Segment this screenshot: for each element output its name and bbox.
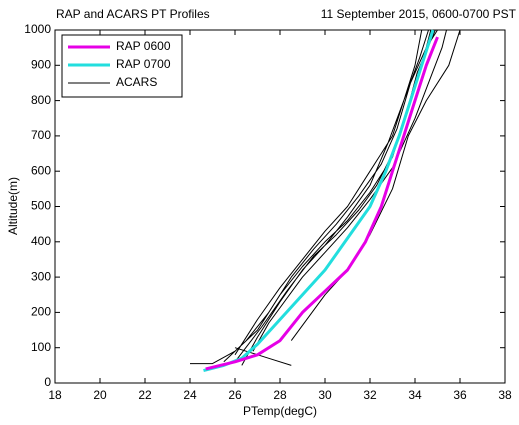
legend-label: ACARS: [116, 75, 157, 89]
legend-label: RAP 0700: [116, 57, 171, 71]
y-tick-label: 0: [44, 375, 51, 389]
x-tick-label: 20: [93, 388, 107, 402]
chart-subtitle: 11 September 2015, 0600-0700 PST: [321, 7, 517, 21]
y-tick-label: 300: [31, 269, 51, 283]
x-tick-label: 24: [183, 388, 197, 402]
y-tick-label: 700: [31, 128, 51, 142]
x-tick-label: 38: [498, 388, 512, 402]
x-tick-label: 26: [228, 388, 242, 402]
x-tick-label: 30: [318, 388, 332, 402]
y-tick-label: 1000: [24, 22, 51, 36]
x-tick-label: 36: [453, 388, 467, 402]
y-tick-label: 900: [31, 57, 51, 71]
y-tick-label: 400: [31, 234, 51, 248]
x-tick-label: 18: [48, 388, 62, 402]
legend-label: RAP 0600: [116, 39, 171, 53]
y-tick-label: 600: [31, 163, 51, 177]
x-tick-label: 34: [408, 388, 422, 402]
x-tick-label: 32: [363, 388, 377, 402]
x-axis-label: PTemp(degC): [243, 404, 317, 418]
chart-title: RAP and ACARS PT Profiles: [56, 7, 210, 21]
y-tick-label: 800: [31, 93, 51, 107]
data-line: [205, 36, 439, 371]
data-line: [190, 29, 461, 366]
x-tick-label: 28: [273, 388, 287, 402]
y-tick-label: 200: [31, 305, 51, 319]
y-tick-label: 500: [31, 199, 51, 213]
y-tick-label: 100: [31, 340, 51, 354]
y-axis-label: Altitude(m): [6, 177, 20, 235]
data-line: [203, 29, 435, 373]
x-tick-label: 22: [138, 388, 152, 402]
